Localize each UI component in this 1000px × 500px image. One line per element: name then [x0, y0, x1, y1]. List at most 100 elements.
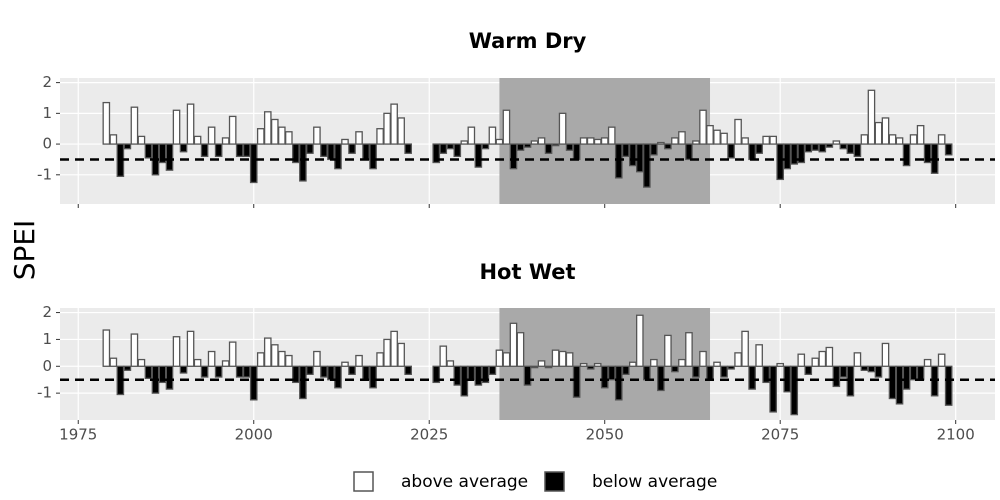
bar: [334, 143, 342, 170]
bar: [355, 354, 363, 367]
bar: [390, 330, 398, 367]
bar: [235, 365, 244, 378]
x-tick-label: 2000: [235, 426, 273, 444]
bar: [937, 134, 946, 145]
bar: [727, 143, 735, 159]
bar: [186, 103, 195, 145]
bar: [355, 131, 363, 145]
bar: [523, 365, 532, 386]
bar: [657, 365, 665, 392]
bar: [769, 135, 777, 145]
bar: [551, 349, 560, 367]
bar: [930, 365, 939, 397]
x-tick-label: 2075: [761, 426, 799, 444]
bar: [137, 358, 146, 367]
bar: [369, 143, 377, 170]
bar: [509, 322, 518, 367]
bar: [565, 143, 574, 151]
bar: [214, 143, 223, 158]
bar: [376, 352, 384, 367]
bar: [572, 143, 581, 161]
bar: [909, 134, 918, 145]
y-tick-label: 0: [42, 135, 52, 153]
bar: [313, 126, 321, 145]
bar: [734, 118, 742, 145]
bar: [228, 341, 237, 367]
bar: [530, 140, 539, 145]
bar: [860, 134, 869, 145]
bar: [706, 365, 714, 381]
bar: [123, 143, 132, 150]
bar: [706, 124, 714, 145]
bar: [558, 112, 567, 145]
bar: [741, 330, 749, 367]
bar: [348, 143, 356, 154]
bar: [130, 333, 139, 367]
bar: [446, 143, 455, 150]
bar: [144, 365, 153, 380]
bar: [664, 334, 672, 367]
bar: [643, 143, 651, 188]
bar: [256, 128, 265, 145]
bar: [320, 365, 328, 378]
bar: [699, 109, 707, 145]
bar: [137, 135, 146, 145]
bar: [678, 131, 686, 145]
bar: [832, 140, 841, 145]
bar: [439, 143, 448, 154]
bar: [614, 365, 623, 401]
bar: [278, 126, 286, 145]
bar: [867, 89, 876, 145]
bar: [720, 365, 728, 378]
bar: [278, 350, 286, 367]
bar: [516, 143, 525, 151]
bar: [299, 365, 307, 400]
bar: [292, 365, 300, 384]
bar: [846, 143, 855, 154]
bar: [825, 346, 834, 367]
bar: [179, 143, 188, 153]
bar: [221, 360, 230, 367]
bar: [376, 128, 384, 145]
shaded-period: [499, 308, 711, 420]
bar: [214, 365, 223, 378]
bar: [439, 345, 448, 367]
bar: [713, 361, 721, 367]
bar: [263, 111, 272, 145]
bar: [313, 350, 321, 367]
bar: [657, 141, 665, 145]
bar: [853, 352, 862, 367]
bar: [144, 143, 153, 159]
bar: [249, 365, 258, 401]
panel-title: Warm Dry: [469, 29, 587, 53]
bar: [586, 365, 595, 370]
bar: [621, 143, 630, 158]
y-axis-label: SPEI: [8, 220, 41, 281]
bar: [327, 143, 335, 161]
bar: [446, 360, 455, 367]
bar: [109, 357, 118, 367]
bar: [839, 143, 848, 150]
x-tick-label: 2100: [937, 426, 975, 444]
bar: [537, 137, 546, 145]
bar: [200, 365, 209, 378]
bar: [207, 126, 216, 145]
y-tick-label: 1: [42, 104, 52, 122]
bar: [755, 143, 763, 154]
bar: [530, 365, 539, 369]
bar: [516, 332, 525, 367]
bar: [628, 361, 637, 367]
bar: [460, 365, 469, 397]
bar: [572, 365, 581, 398]
bar: [362, 143, 370, 161]
bar: [558, 350, 567, 367]
bar: [874, 365, 883, 378]
bar: [811, 357, 820, 367]
bar: [327, 365, 335, 381]
bar: [432, 143, 441, 164]
bar: [650, 143, 658, 156]
y-tick-label: -1: [37, 165, 52, 183]
bar: [172, 109, 181, 145]
bar: [923, 358, 932, 367]
bar: [502, 352, 511, 367]
